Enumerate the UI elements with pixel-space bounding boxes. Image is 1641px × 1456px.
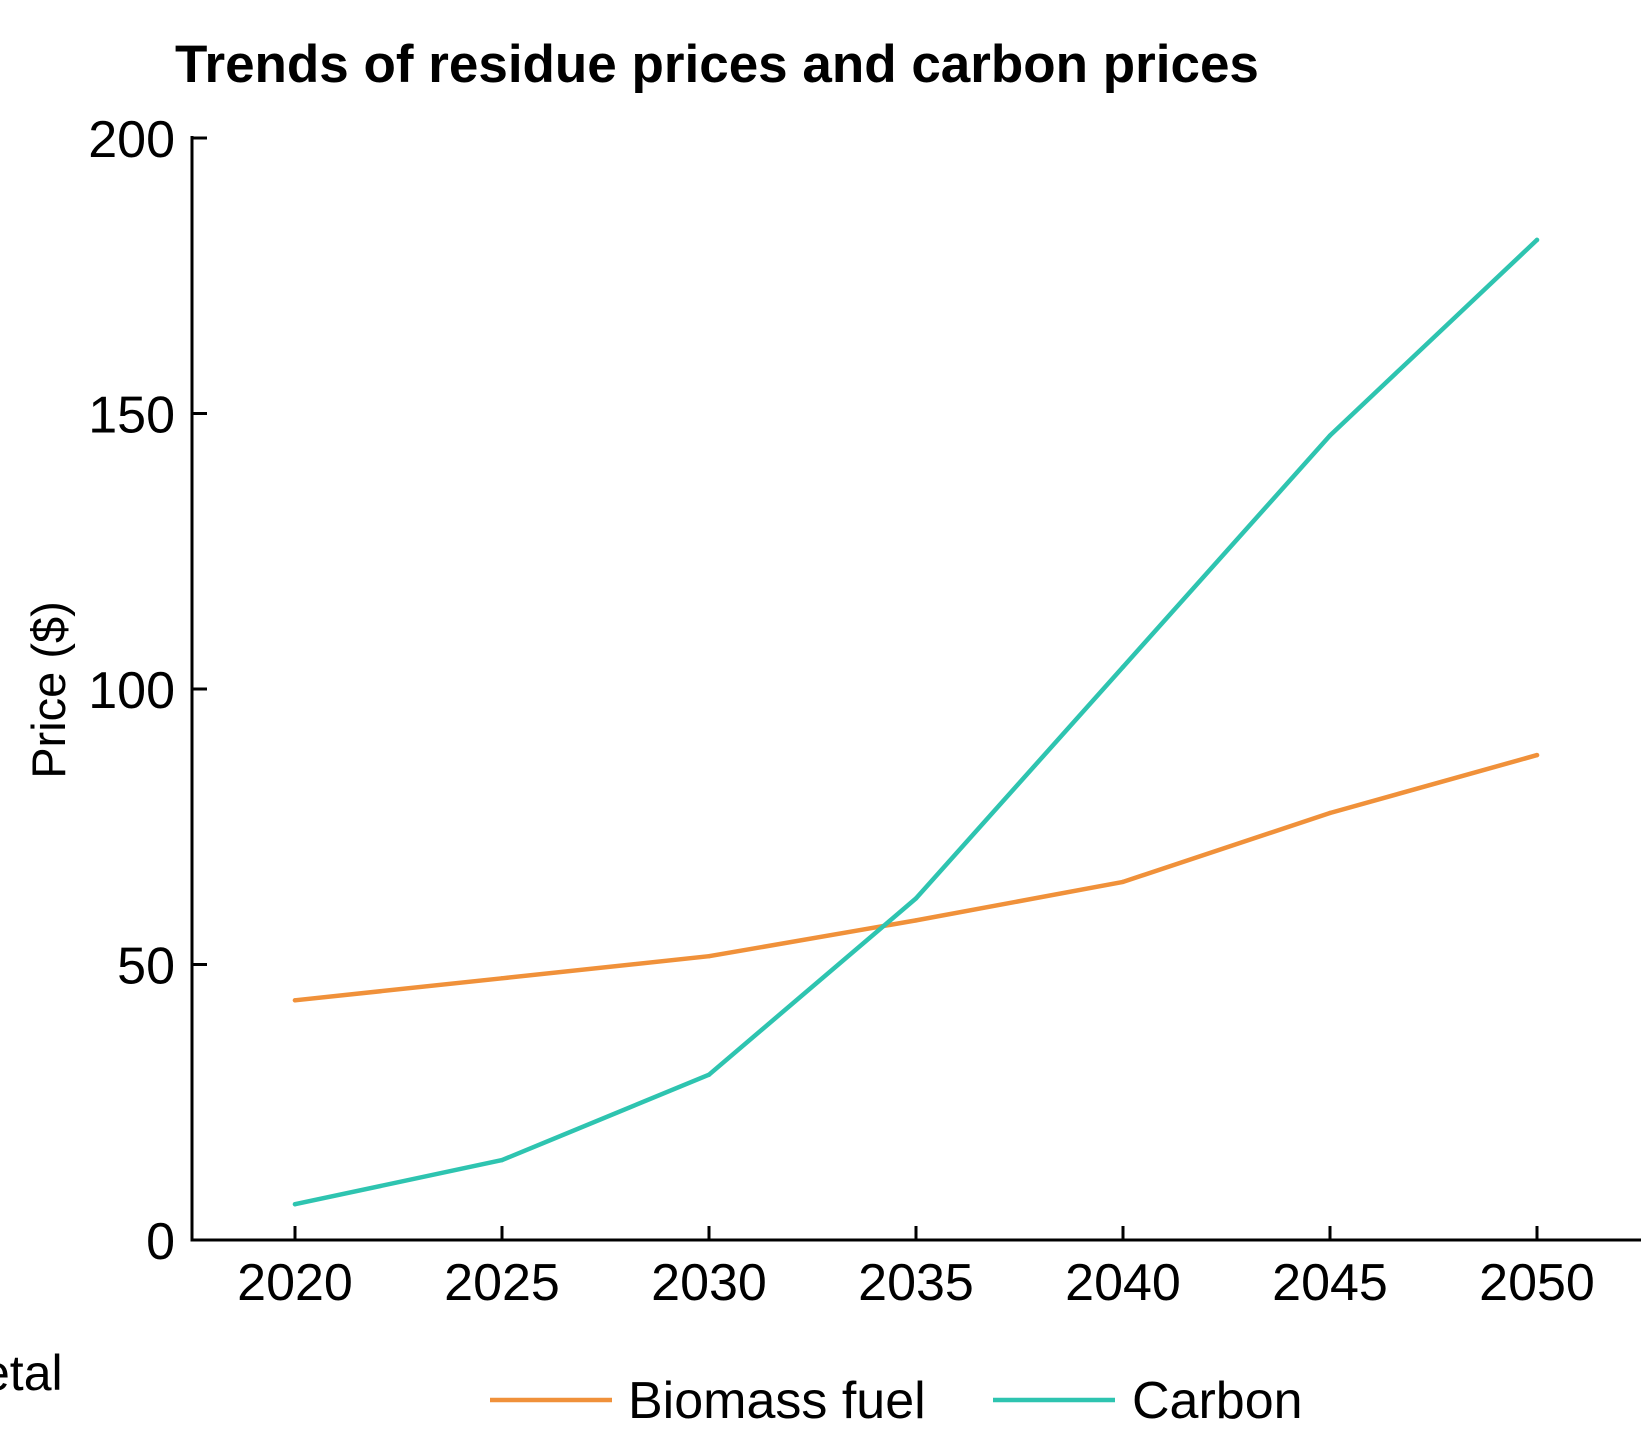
x-tick-label-2050: 2050 [1479, 1254, 1595, 1312]
legend-label-carbon: Carbon [1132, 1372, 1303, 1430]
data-point-biomass-fuel-2035 [913, 918, 919, 923]
y-tick-label-50: 50 [117, 938, 175, 996]
y-tick-label-150: 150 [88, 387, 175, 445]
data-point-carbon-2020 [292, 1201, 298, 1207]
x-tick-label-2040: 2040 [1065, 1254, 1181, 1312]
y-tick-label-100: 100 [88, 662, 175, 720]
y-tick-label-0: 0 [146, 1213, 175, 1271]
chart-title: Trends of residue prices and carbon pric… [175, 35, 1259, 94]
clipped-side-text: etal [0, 1345, 63, 1401]
ticks: 0 50 100 150 200 2020 2025 2030 2035 2040 2045 2050 [88, 111, 1595, 1312]
data-point-biomass-fuel-2045 [1327, 810, 1333, 816]
series-line-biomass-fuel [292, 752, 1540, 1003]
x-tick-label-2030: 2030 [651, 1254, 767, 1312]
data-point-biomass-fuel-2030 [706, 954, 712, 959]
y-tick-label-200: 200 [88, 111, 175, 169]
data-point-biomass-fuel-2025 [499, 976, 505, 981]
legend: Biomass fuel Carbon [490, 1372, 1303, 1430]
x-tick-label-2045: 2045 [1272, 1254, 1388, 1312]
data-point-carbon-2050 [1534, 237, 1540, 243]
legend-label-biomass-fuel: Biomass fuel [628, 1372, 926, 1430]
data-point-biomass-fuel-2050 [1534, 752, 1540, 758]
x-tick-label-2035: 2035 [858, 1254, 974, 1312]
y-axis-label: Price ($) [22, 601, 75, 779]
data-point-carbon-2035 [913, 896, 919, 901]
x-tick-label-2025: 2025 [444, 1254, 560, 1312]
data-point-carbon-2040 [1120, 664, 1126, 670]
data-point-carbon-2025 [499, 1157, 505, 1163]
series-group [292, 237, 1540, 1207]
x-tick-label-2020: 2020 [237, 1254, 353, 1312]
series-line-carbon [292, 237, 1540, 1207]
data-point-carbon-2045 [1327, 433, 1333, 438]
data-point-biomass-fuel-2020 [292, 998, 298, 1003]
data-point-biomass-fuel-2040 [1120, 879, 1126, 885]
data-point-carbon-2030 [706, 1072, 712, 1077]
